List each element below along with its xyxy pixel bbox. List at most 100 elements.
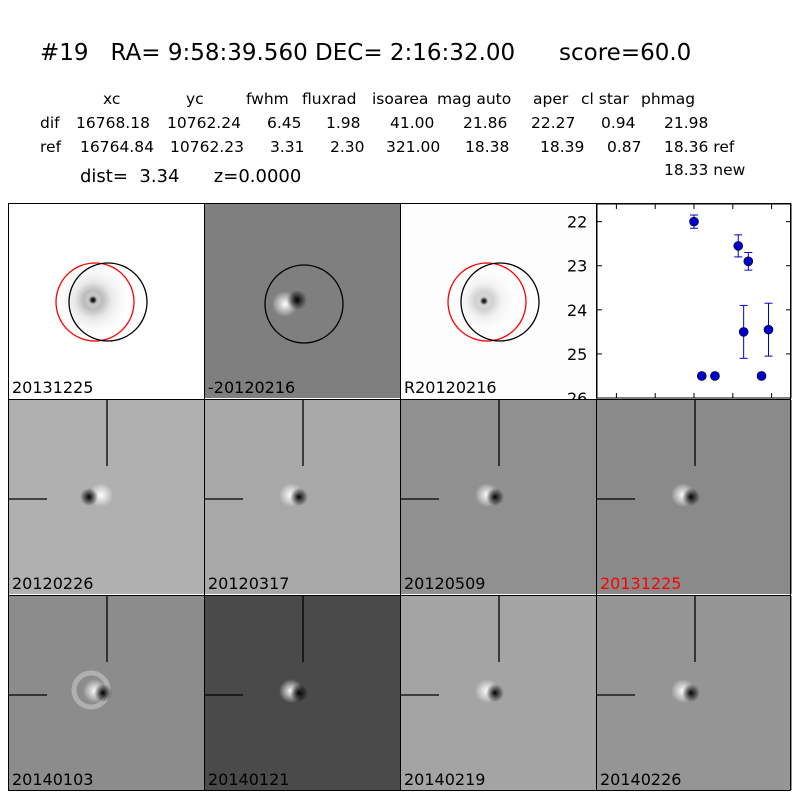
- negative-lobe: [290, 488, 308, 506]
- stamp-panel-8: 20140121: [205, 596, 400, 790]
- grid-divider: [8, 595, 791, 596]
- col-phmag: phmag: [641, 90, 696, 108]
- y-tick-label: 22: [567, 213, 587, 232]
- data-point: [696, 371, 707, 381]
- stamp-panel-1: -20120216: [205, 204, 400, 398]
- stamp-date-label: R20120216: [404, 378, 497, 397]
- reference-stamp-image: [401, 204, 596, 398]
- stamp-date-label: 20140121: [208, 770, 290, 789]
- stamp-date-label: 20120317: [208, 574, 290, 593]
- stamp-date-label: 20140103: [12, 770, 94, 789]
- stamp-date-label: -20120216: [208, 378, 296, 397]
- source-core: [476, 293, 492, 309]
- col-fwhm: fwhm: [246, 90, 289, 108]
- page-title: #19 RA= 9:58:39.560 DEC= 2:16:32.00 scor…: [40, 40, 692, 66]
- new-mag-value: 18.33 new: [664, 161, 746, 179]
- reference-stamp-image: [9, 204, 204, 398]
- stamp-panel-6: 20131225: [597, 400, 792, 594]
- dif-aperture-circle: [460, 262, 540, 342]
- dif-aperture-circle: [264, 264, 344, 344]
- data-point: [756, 371, 767, 381]
- grid-divider: [400, 203, 401, 791]
- difference-stamp-image: [9, 400, 204, 594]
- stamp-panel-0: 20131225: [9, 204, 204, 398]
- cell-fluxrad: 2.30: [330, 138, 365, 156]
- col-isoarea: isoarea: [372, 90, 429, 108]
- stamp-panel-9: 20140219: [401, 596, 596, 790]
- col-xc: xc: [103, 90, 121, 108]
- data-point: [733, 241, 744, 251]
- stamp-date-label: 20131225: [12, 378, 94, 397]
- stamp-panel-4: 20120317: [205, 400, 400, 594]
- cell-fwhm: 6.45: [267, 114, 302, 132]
- stamp-date-label: 20140226: [600, 770, 682, 789]
- cell-phmag: 21.98: [664, 114, 709, 132]
- col-fluxrad: fluxrad: [302, 90, 357, 108]
- data-point: [710, 371, 720, 381]
- stamp-date-label: 20120509: [404, 574, 486, 593]
- cell-mag-auto: 18.38: [465, 138, 510, 156]
- stamp-panel-5: 20120509: [401, 400, 596, 594]
- grid-divider: [8, 399, 791, 400]
- data-point: [689, 216, 699, 227]
- cell-aper: 18.39: [540, 138, 585, 156]
- data-point: [738, 327, 749, 337]
- ref-aperture-circle: [447, 262, 527, 342]
- data-point: [763, 324, 774, 335]
- difference-stamp-image: [9, 596, 204, 790]
- cell-isoarea: 321.00: [386, 138, 441, 156]
- col-mag-auto: mag auto: [437, 90, 512, 108]
- stamp-date-label: 20120226: [12, 574, 94, 593]
- cell-xc: 16768.18: [76, 114, 150, 132]
- col-aper: aper: [533, 90, 569, 108]
- negative-lobe: [682, 488, 700, 506]
- stamp-date-label: 20131225: [600, 574, 682, 593]
- negative-lobe: [486, 488, 504, 506]
- stamp-panel-2: R20120216: [401, 204, 596, 398]
- difference-stamp-image: [597, 400, 792, 594]
- difference-stamp-image: [205, 596, 400, 790]
- negative-lobe: [290, 684, 308, 702]
- stamp-panel-10: 20140226: [597, 596, 792, 790]
- ref-aperture-circle: [55, 262, 135, 342]
- column-header-row: xc yc fwhm fluxrad isoarea mag auto aper…: [0, 90, 800, 110]
- y-tick-label: 24: [567, 301, 587, 320]
- ref-row: ref 16764.84 10762.23 3.31 2.30 321.00 1…: [0, 138, 800, 158]
- cell-cl-star: 0.94: [601, 114, 636, 132]
- negative-lobe: [80, 488, 98, 506]
- y-tick-label: 23: [567, 257, 587, 276]
- difference-stamp-image: [401, 596, 596, 790]
- stamp-panel-3: 20120226: [9, 400, 204, 594]
- negative-lobe: [94, 684, 112, 702]
- cell-phmag: 18.36 ref: [664, 138, 735, 156]
- dif-row: dif 16768.18 10762.24 6.45 1.98 41.00 21…: [0, 114, 800, 134]
- negative-lobe: [486, 684, 504, 702]
- dif-aperture-circle: [68, 262, 148, 342]
- negative-lobe: [682, 684, 700, 702]
- difference-stamp-image: [597, 596, 792, 790]
- stamp-date-label: 20140219: [404, 770, 486, 789]
- cell-cl-star: 0.87: [607, 138, 642, 156]
- cell-yc: 10762.24: [167, 114, 241, 132]
- cell-fluxrad: 1.98: [326, 114, 361, 132]
- cell-mag-auto: 21.86: [463, 114, 508, 132]
- grid-divider: [204, 203, 205, 791]
- row-label: dif: [40, 114, 60, 132]
- difference-stamp-image: [205, 400, 400, 594]
- cell-fwhm: 3.31: [270, 138, 305, 156]
- data-point: [743, 256, 754, 267]
- negative-lobe: [287, 290, 307, 310]
- stamp-panel-7: 20140103: [9, 596, 204, 790]
- cell-xc: 16764.84: [80, 138, 154, 156]
- dist-redshift-line: dist= 3.34 z=0.0000: [80, 166, 302, 187]
- col-yc: yc: [186, 90, 204, 108]
- col-cl-star: cl star: [581, 90, 629, 108]
- difference-stamp-image: [401, 400, 596, 594]
- y-tick-label: 25: [567, 345, 587, 364]
- light-curve-chart: 2223242526−100−50050100: [567, 203, 792, 422]
- cell-aper: 22.27: [531, 114, 576, 132]
- light-curve-svg: 2223242526−100−50050100: [567, 203, 792, 422]
- difference-stamp-image: [205, 204, 400, 398]
- row-label: ref: [40, 138, 62, 156]
- plot-area: [596, 203, 792, 399]
